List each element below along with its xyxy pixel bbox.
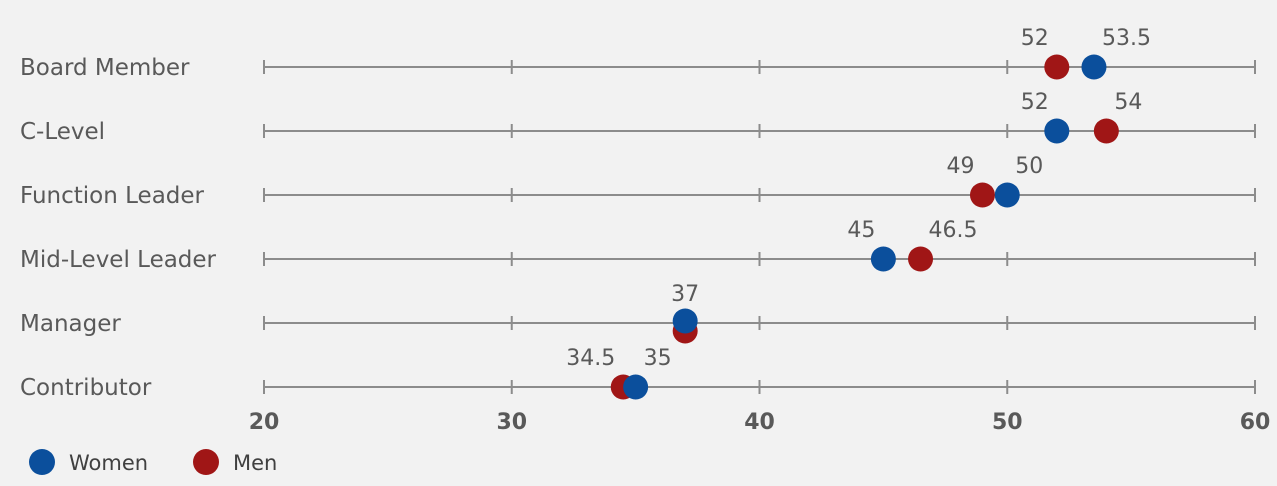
data-label-manager: 37 — [671, 282, 699, 307]
dot-women-mid-level-leader — [870, 246, 896, 272]
dots-layer — [610, 54, 1119, 400]
dot-women-contributor — [623, 374, 649, 400]
legend-label-women: Women — [69, 451, 148, 475]
category-label-manager: Manager — [20, 311, 121, 337]
data-label-c-level-low: 52 — [1021, 90, 1049, 115]
x-tick-label-40: 40 — [744, 410, 775, 435]
rows-layer: Board Member C-Level Function Leader Mid-Le… — [20, 55, 1256, 401]
data-label-board-member-high: 53.5 — [1102, 26, 1151, 51]
data-labels-layer: 52 53.5 52 54 49 50 45 46.5 37 34.5 35 — [566, 26, 1151, 371]
x-tick-label-60: 60 — [1240, 410, 1271, 435]
dot-women-c-level — [1044, 118, 1070, 144]
data-label-mid-level-leader-high: 46.5 — [929, 218, 978, 243]
dot-men-mid-level-leader — [908, 246, 934, 272]
legend: Women Men — [29, 449, 277, 475]
x-tick-label-20: 20 — [249, 410, 280, 435]
dot-women-board-member — [1081, 54, 1107, 80]
data-label-contributor-high: 35 — [644, 346, 672, 371]
legend-label-men: Men — [233, 451, 277, 475]
data-label-contributor-low: 34.5 — [566, 346, 615, 371]
category-label-contributor: Contributor — [20, 375, 152, 401]
x-axis-tick-labels: 20 30 40 50 60 — [249, 410, 1271, 435]
legend-swatch-women — [29, 449, 55, 475]
category-label-c-level: C-Level — [20, 119, 105, 145]
legend-swatch-men — [193, 449, 219, 475]
x-tick-label-30: 30 — [496, 410, 527, 435]
data-label-function-leader-low: 49 — [946, 154, 974, 179]
dot-women-manager — [672, 308, 698, 334]
data-label-c-level-high: 54 — [1114, 90, 1142, 115]
data-label-function-leader-high: 50 — [1015, 154, 1043, 179]
category-label-function-leader: Function Leader — [20, 183, 205, 209]
data-label-board-member-low: 52 — [1021, 26, 1049, 51]
dot-men-board-member — [1044, 54, 1070, 80]
x-tick-label-50: 50 — [992, 410, 1023, 435]
dot-men-c-level — [1093, 118, 1119, 144]
category-label-board-member: Board Member — [20, 55, 190, 81]
dot-women-function-leader — [994, 182, 1020, 208]
category-label-mid-level-leader: Mid-Level Leader — [20, 247, 217, 273]
dot-men-function-leader — [969, 182, 995, 208]
data-label-mid-level-leader-low: 45 — [847, 218, 875, 243]
